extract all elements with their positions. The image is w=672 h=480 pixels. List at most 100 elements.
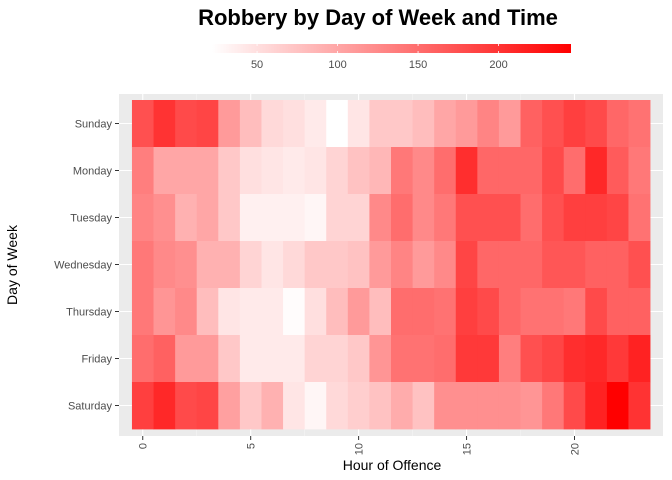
heatmap-cell (283, 100, 306, 148)
heatmap-cell (391, 100, 413, 148)
heatmap-cell (196, 100, 219, 148)
heatmap-cell (153, 241, 176, 289)
heatmap-cell (153, 335, 176, 383)
heatmap-cell (520, 335, 543, 383)
heatmap-cell (326, 288, 349, 336)
heatmap-cell (498, 194, 521, 242)
heatmap-cell (520, 147, 543, 195)
heatmap-cell (218, 382, 241, 430)
heatmap-cell (542, 147, 565, 195)
heatmap-cell (412, 241, 435, 289)
heatmap-cell (563, 100, 586, 148)
legend-tick-label: 200 (489, 59, 507, 71)
heatmap-cell (304, 288, 327, 336)
y-tick-label: Thursday (66, 307, 112, 319)
heatmap-cell (391, 382, 413, 430)
heatmap-cell (175, 382, 198, 430)
y-tick-label: Friday (81, 354, 112, 366)
heatmap-cell (347, 382, 370, 430)
x-tick-label: 15 (462, 443, 474, 455)
heatmap-cell (175, 194, 198, 242)
heatmap-cell (628, 241, 651, 289)
heatmap-cell (239, 335, 262, 383)
heatmap-cell (498, 288, 521, 336)
heatmap-cell (498, 382, 521, 430)
heatmap-cell (606, 194, 629, 242)
heatmap-cell (261, 194, 284, 242)
heatmap-cell (520, 241, 543, 289)
heatmap-cell (542, 288, 565, 336)
heatmap-cell (218, 288, 241, 336)
heatmap-cell (585, 382, 608, 430)
heatmap-cell (391, 241, 413, 289)
heatmap-cell (218, 335, 241, 383)
heatmap-cell (455, 147, 478, 195)
heatmap-cell (175, 288, 198, 336)
heatmap-cell (326, 335, 349, 383)
heatmap-cell (175, 241, 198, 289)
heatmap-cell (326, 382, 349, 430)
heatmap-cell (326, 241, 349, 289)
heatmap-cell (498, 100, 521, 148)
y-tick-label: Sunday (75, 119, 113, 131)
heatmap-cell (498, 147, 521, 195)
y-tick-label: Wednesday (54, 260, 112, 272)
heatmap-cell (434, 288, 457, 336)
heatmap-cell (131, 382, 154, 430)
heatmap-cell (455, 194, 478, 242)
legend-tick-label: 150 (409, 59, 427, 71)
heatmap-cell (131, 335, 154, 383)
heatmap-cell (606, 147, 629, 195)
x-axis-title: Hour of Offence (343, 457, 442, 473)
heatmap-cell (326, 147, 349, 195)
heatmap-cell (585, 194, 608, 242)
heatmap-cell (628, 288, 651, 336)
heatmap-cell (477, 241, 500, 289)
heatmap-cell (477, 194, 500, 242)
heatmap-cell (585, 335, 608, 383)
heatmap-cell (239, 382, 262, 430)
heatmap-cell (131, 194, 154, 242)
heatmap-cell (585, 288, 608, 336)
heatmap-cell (304, 100, 327, 148)
x-axis: 0 5 10 15 20 (138, 436, 581, 455)
x-tick-label: 10 (354, 443, 366, 455)
heatmap-cell (412, 335, 435, 383)
heatmap-cell (563, 288, 586, 336)
heatmap-cell (520, 194, 543, 242)
heatmap-cell (628, 147, 651, 195)
heatmap-cell (455, 382, 478, 430)
heatmap-cell (131, 147, 154, 195)
heatmap-cell (283, 382, 306, 430)
heatmap-cell (304, 147, 327, 195)
heatmap-cell (153, 147, 176, 195)
heatmap-cell (412, 147, 435, 195)
heatmap-cell (477, 100, 500, 148)
heatmap-tiles (131, 100, 651, 430)
heatmap-cell (542, 382, 565, 430)
heatmap-cell (542, 194, 565, 242)
heatmap-cell (628, 194, 651, 242)
heatmap-cell (347, 147, 370, 195)
heatmap-cell (455, 100, 478, 148)
heatmap-cell (304, 194, 327, 242)
heatmap-cell (283, 194, 306, 242)
heatmap-cell (239, 241, 262, 289)
heatmap-cell (239, 147, 262, 195)
heatmap-cell (175, 147, 198, 195)
y-tick-label: Tuesday (70, 213, 112, 225)
heatmap-cell (434, 335, 457, 383)
heatmap-cell (347, 100, 370, 148)
heatmap-cell (261, 288, 284, 336)
heatmap-cell (606, 288, 629, 336)
heatmap-cell (196, 241, 219, 289)
heatmap-cell (542, 241, 565, 289)
heatmap-cell (477, 382, 500, 430)
heatmap-cell (196, 382, 219, 430)
x-tick-label: 0 (138, 443, 150, 449)
heatmap-cell (239, 288, 262, 336)
heatmap-cell (153, 100, 176, 148)
heatmap-cell (498, 241, 521, 289)
heatmap-cell (391, 194, 413, 242)
